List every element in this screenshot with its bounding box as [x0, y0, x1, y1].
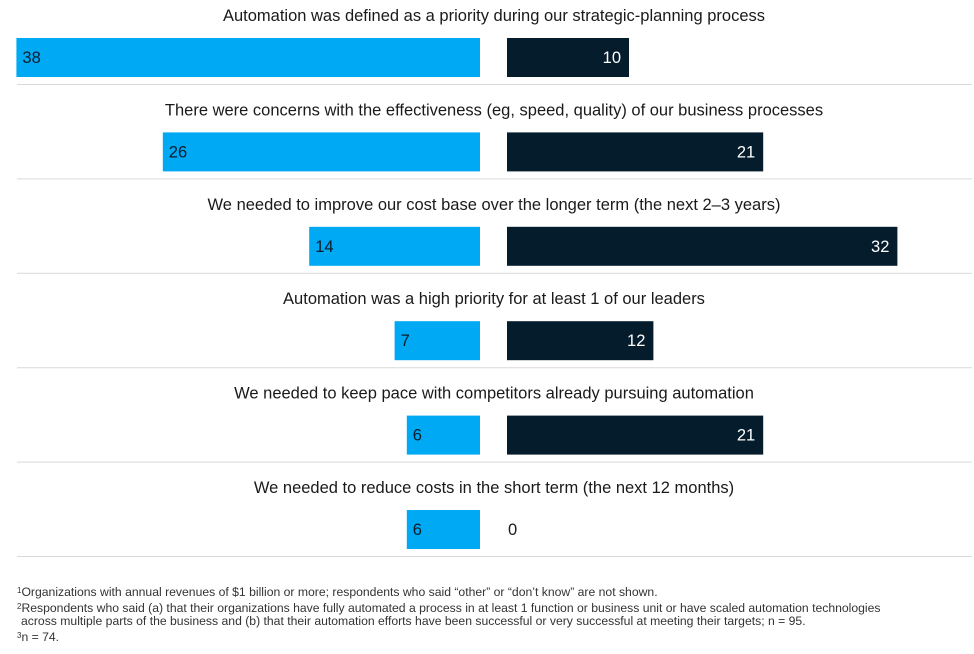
- value-label-left: 7: [401, 332, 410, 350]
- footnote-3: 3n = 74.: [17, 629, 60, 644]
- bar-left: [309, 226, 480, 266]
- bar-left: [406, 415, 480, 455]
- footnote-1: 1Organizations with annual revenues of $…: [17, 585, 658, 599]
- value-label-left: 14: [315, 238, 333, 256]
- footnotes: 1Organizations with annual revenues of $…: [17, 584, 972, 644]
- footnote-2: 2Respondents who said (a) that their org…: [17, 600, 881, 615]
- value-label-right: 21: [737, 427, 755, 445]
- bar-right: [507, 132, 764, 172]
- value-label-right: 10: [603, 49, 621, 67]
- bar-right: [507, 321, 654, 361]
- bar-left: [162, 132, 481, 172]
- bar-right: [507, 415, 764, 455]
- category-label: Automation was a high priority for at le…: [283, 290, 705, 308]
- bar-left: [406, 510, 480, 549]
- category-label: There were concerns with the effectivene…: [165, 101, 823, 119]
- value-label-left: 6: [413, 521, 422, 539]
- value-label-right: 32: [871, 238, 889, 256]
- category-label: Automation was defined as a priority dur…: [223, 7, 765, 25]
- value-label-right: 12: [627, 332, 645, 350]
- bar-right: [507, 38, 629, 77]
- footnote-2-continued: across multiple parts of the business an…: [21, 614, 806, 628]
- bar-left: [394, 321, 480, 361]
- value-label-left: 26: [169, 143, 187, 161]
- value-label-left: 6: [413, 427, 422, 445]
- value-label-right: 21: [737, 143, 755, 161]
- diverging-bar-chart: Automation was defined as a priority dur…: [16, 7, 972, 557]
- value-label-left: 38: [22, 49, 40, 67]
- category-label: We needed to keep pace with competitors …: [234, 385, 754, 403]
- bar-right: [507, 226, 898, 266]
- bar-left: [16, 38, 481, 77]
- category-label: We needed to improve our cost base over …: [208, 196, 781, 214]
- category-label: We needed to reduce costs in the short t…: [254, 479, 734, 497]
- value-label-right: 0: [508, 521, 517, 539]
